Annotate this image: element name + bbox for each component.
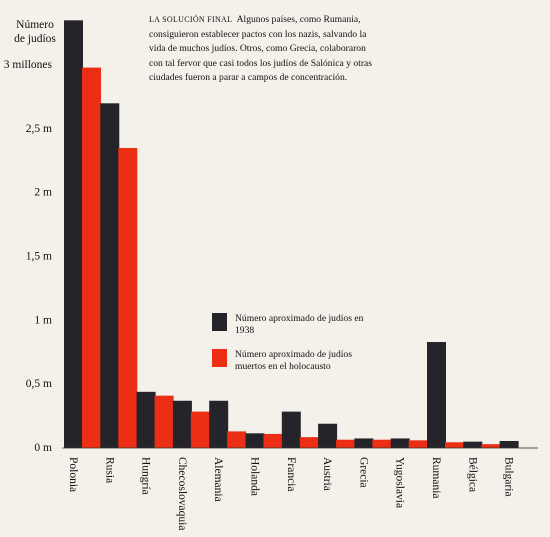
x-category-label: Rumania bbox=[430, 457, 442, 499]
bar-holocausto-4 bbox=[190, 411, 210, 448]
x-category-label: Bélgica bbox=[466, 457, 478, 492]
bar-1938-4 bbox=[172, 400, 192, 448]
bar-holocausto-12 bbox=[481, 444, 501, 448]
bar-holocausto-3 bbox=[154, 395, 174, 448]
x-category-label: Hungría bbox=[140, 457, 152, 495]
x-category-label: Holanda bbox=[249, 457, 261, 496]
x-category-label: Alemania bbox=[212, 457, 224, 502]
bar-1938-12 bbox=[463, 441, 483, 448]
y-tick-label: 0 m bbox=[34, 442, 52, 454]
legend-item-1938: Número aproximado de judíos en 1938 bbox=[212, 313, 365, 337]
caption-body: Algunos países, como Rumania, consiguier… bbox=[149, 14, 373, 84]
chart-caption: LA SOLUCIÓN FINAL Algunos países, como R… bbox=[149, 13, 377, 86]
bar-1938-9 bbox=[354, 438, 374, 448]
y-tick-label: 0,5 m bbox=[26, 378, 52, 390]
bar-holocausto-9 bbox=[372, 439, 392, 448]
legend-label-holocausto: Número aproximado de judíos muertos en e… bbox=[235, 349, 352, 372]
y-axis-title-line-2: de judíos bbox=[14, 33, 56, 45]
bar-1938-2 bbox=[100, 103, 120, 449]
x-axis-labels: Polonia Rusia Hungría Checoslovaquia Alemani… bbox=[67, 457, 515, 530]
y-axis-title-line-1: Número bbox=[16, 19, 54, 31]
bar-holocausto-6 bbox=[263, 433, 283, 448]
bar-1938-7 bbox=[281, 411, 301, 448]
legend-swatch-holocausto bbox=[212, 349, 227, 367]
bar-1938-5 bbox=[209, 400, 229, 448]
bars bbox=[64, 20, 537, 449]
bar-holocausto-8 bbox=[336, 439, 356, 448]
bar-1938-13 bbox=[499, 440, 519, 448]
bar-1938-6 bbox=[245, 433, 265, 448]
x-category-label: Rusia bbox=[103, 457, 115, 483]
bar-holocausto-10 bbox=[408, 440, 428, 448]
legend-item-holocausto: Número aproximado de judíos muertos en e… bbox=[212, 349, 365, 373]
x-category-label: Francia bbox=[285, 457, 297, 491]
y-tick-label: 2 m bbox=[34, 187, 52, 199]
x-category-label: Austria bbox=[321, 457, 333, 491]
x-category-label: Polonia bbox=[67, 457, 79, 492]
bar-1938-11 bbox=[427, 342, 446, 448]
caption-heading: LA SOLUCIÓN FINAL bbox=[149, 15, 233, 24]
x-category-label: Bulgaria bbox=[503, 457, 515, 497]
y-axis-ticks: 0 m 0,5 m 1 m 1,5 m 2 m 2,5 m 3 millones bbox=[4, 59, 53, 454]
y-tick-label: 3 millones bbox=[4, 59, 53, 71]
x-category-label: Grecia bbox=[357, 457, 369, 488]
bar-holocausto-5 bbox=[227, 431, 247, 448]
x-category-label: Yugoslavia bbox=[394, 457, 406, 508]
bar-holocausto-1 bbox=[82, 67, 101, 448]
bar-1938-8 bbox=[318, 423, 338, 448]
y-tick-label: 1 m bbox=[34, 314, 52, 326]
bar-holocausto-11 bbox=[445, 442, 464, 448]
x-category-label: Checoslovaquia bbox=[176, 457, 188, 530]
bar-holocausto-2 bbox=[118, 147, 138, 448]
y-tick-label: 2,5 m bbox=[26, 123, 52, 135]
legend-swatch-1938 bbox=[212, 313, 227, 331]
bar-1938-3 bbox=[136, 391, 156, 448]
y-tick-label: 1,5 m bbox=[26, 251, 52, 263]
bar-holocausto-7 bbox=[299, 437, 319, 448]
bar-1938-10 bbox=[390, 438, 410, 448]
bar-1938-1 bbox=[64, 20, 83, 449]
legend-label-1938: Número aproximado de judíos en 1938 bbox=[235, 313, 364, 336]
